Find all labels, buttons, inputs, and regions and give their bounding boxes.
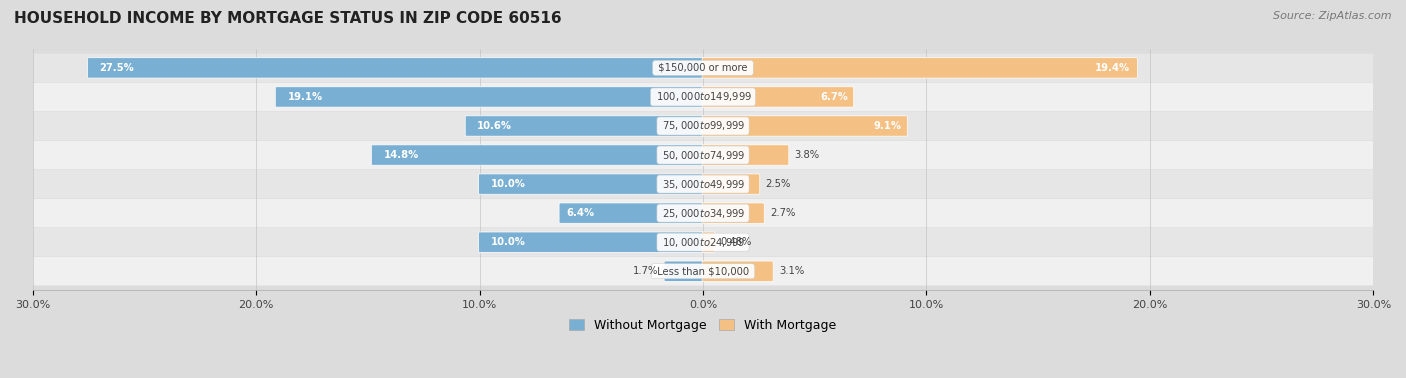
Text: 6.4%: 6.4% (567, 208, 595, 218)
FancyBboxPatch shape (31, 170, 1375, 198)
Text: 14.8%: 14.8% (384, 150, 419, 160)
FancyBboxPatch shape (702, 87, 853, 107)
Text: 19.4%: 19.4% (1095, 63, 1130, 73)
Text: 3.8%: 3.8% (794, 150, 820, 160)
Text: 2.7%: 2.7% (770, 208, 796, 218)
FancyBboxPatch shape (31, 228, 1375, 256)
FancyBboxPatch shape (31, 199, 1375, 227)
Text: 1.7%: 1.7% (633, 266, 658, 276)
Text: 27.5%: 27.5% (100, 63, 135, 73)
Text: 0.48%: 0.48% (720, 237, 752, 247)
FancyBboxPatch shape (478, 174, 704, 194)
Text: 10.6%: 10.6% (477, 121, 512, 131)
FancyBboxPatch shape (31, 257, 1375, 285)
FancyBboxPatch shape (31, 112, 1375, 140)
FancyBboxPatch shape (87, 58, 704, 78)
FancyBboxPatch shape (702, 232, 714, 253)
FancyBboxPatch shape (702, 203, 765, 223)
FancyBboxPatch shape (702, 261, 773, 281)
Legend: Without Mortgage, With Mortgage: Without Mortgage, With Mortgage (564, 314, 842, 337)
Text: Less than $10,000: Less than $10,000 (654, 266, 752, 276)
Text: 3.1%: 3.1% (779, 266, 804, 276)
Text: 19.1%: 19.1% (287, 92, 322, 102)
FancyBboxPatch shape (31, 141, 1375, 169)
FancyBboxPatch shape (702, 116, 907, 136)
FancyBboxPatch shape (276, 87, 704, 107)
Text: 9.1%: 9.1% (875, 121, 901, 131)
Text: Source: ZipAtlas.com: Source: ZipAtlas.com (1274, 11, 1392, 21)
Text: 2.5%: 2.5% (766, 179, 792, 189)
FancyBboxPatch shape (31, 83, 1375, 111)
Text: $35,000 to $49,999: $35,000 to $49,999 (659, 178, 747, 191)
FancyBboxPatch shape (31, 54, 1375, 82)
FancyBboxPatch shape (702, 174, 759, 194)
Text: 10.0%: 10.0% (491, 179, 526, 189)
FancyBboxPatch shape (371, 145, 704, 165)
Text: $75,000 to $99,999: $75,000 to $99,999 (659, 119, 747, 133)
FancyBboxPatch shape (702, 145, 789, 165)
Text: 10.0%: 10.0% (491, 237, 526, 247)
Text: $50,000 to $74,999: $50,000 to $74,999 (659, 149, 747, 161)
Text: $25,000 to $34,999: $25,000 to $34,999 (659, 207, 747, 220)
FancyBboxPatch shape (478, 232, 704, 253)
Text: $100,000 to $149,999: $100,000 to $149,999 (652, 90, 754, 104)
Text: 6.7%: 6.7% (820, 92, 848, 102)
FancyBboxPatch shape (664, 261, 704, 281)
FancyBboxPatch shape (465, 116, 704, 136)
Text: HOUSEHOLD INCOME BY MORTGAGE STATUS IN ZIP CODE 60516: HOUSEHOLD INCOME BY MORTGAGE STATUS IN Z… (14, 11, 561, 26)
FancyBboxPatch shape (702, 58, 1137, 78)
Text: $150,000 or more: $150,000 or more (655, 63, 751, 73)
FancyBboxPatch shape (560, 203, 704, 223)
Text: $10,000 to $24,999: $10,000 to $24,999 (659, 235, 747, 249)
